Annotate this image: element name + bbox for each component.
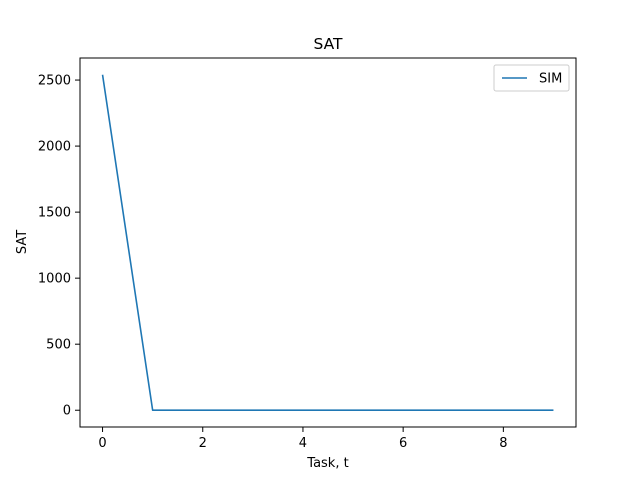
y-axis: 0 500 1000 1500 2000 2500 xyxy=(38,74,80,419)
x-tick-label: 6 xyxy=(399,436,407,451)
plot-frame xyxy=(79,57,577,428)
y-tick-label: 500 xyxy=(46,338,71,353)
x-tick-label: 2 xyxy=(199,436,207,451)
x-tick-label: 4 xyxy=(299,436,307,451)
y-tick-label: 2000 xyxy=(38,140,71,155)
legend-label: SIM xyxy=(539,72,562,87)
x-axis-label: Task, t xyxy=(306,456,348,471)
x-tick-label: 8 xyxy=(499,436,507,451)
chart-title: SAT xyxy=(314,35,344,53)
y-tick-label: 1000 xyxy=(38,272,71,287)
legend: SIM xyxy=(493,64,570,92)
y-tick-label: 0 xyxy=(63,404,71,419)
x-axis: 0 2 4 6 8 xyxy=(98,427,507,451)
y-axis-label: SAT xyxy=(15,230,30,254)
series-line-sim xyxy=(101,74,554,412)
x-tick-label: 0 xyxy=(98,436,106,451)
y-tick-label: 1500 xyxy=(38,206,71,221)
series-layer xyxy=(101,74,554,412)
legend-box xyxy=(493,64,570,92)
y-tick-label: 2500 xyxy=(38,74,71,89)
